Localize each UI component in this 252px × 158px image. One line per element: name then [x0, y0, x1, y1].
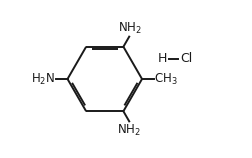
Text: Cl: Cl	[179, 52, 192, 65]
Text: H$_2$N: H$_2$N	[31, 71, 55, 87]
Text: NH$_2$: NH$_2$	[118, 21, 141, 36]
Text: NH$_2$: NH$_2$	[117, 123, 141, 138]
Text: CH$_3$: CH$_3$	[154, 71, 177, 87]
Text: H: H	[157, 52, 166, 65]
